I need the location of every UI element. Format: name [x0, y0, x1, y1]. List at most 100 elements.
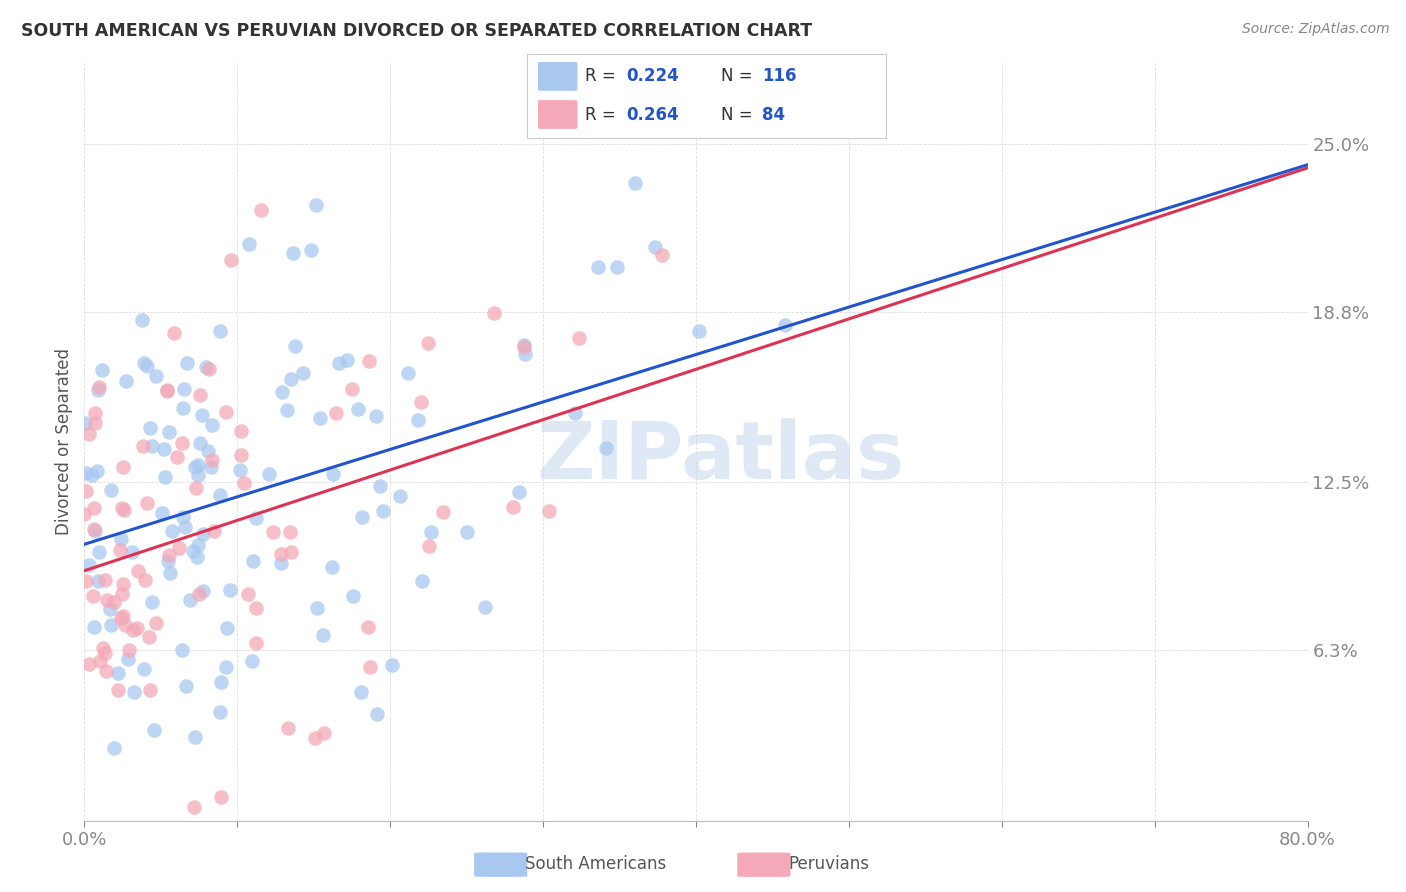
Point — [307, 601, 329, 615]
Point — [276, 403, 298, 417]
Point — [132, 662, 155, 676]
Point — [77, 657, 100, 671]
Point — [114, 618, 136, 632]
Point — [352, 510, 374, 524]
Point — [325, 406, 347, 420]
Point — [83, 620, 105, 634]
Point — [280, 371, 302, 385]
Point — [191, 583, 214, 598]
Point — [77, 558, 100, 572]
Point — [84, 416, 107, 430]
Point — [270, 547, 292, 561]
Point — [231, 448, 253, 462]
Point — [186, 549, 208, 564]
Point — [359, 660, 381, 674]
Point — [474, 599, 496, 614]
Point — [217, 621, 239, 635]
Point — [172, 643, 194, 657]
Point — [186, 481, 208, 495]
Point — [195, 359, 218, 374]
Text: 0.264: 0.264 — [626, 105, 679, 123]
Text: 116: 116 — [762, 68, 797, 86]
Point — [309, 411, 332, 425]
FancyBboxPatch shape — [737, 853, 790, 877]
Point — [411, 574, 433, 589]
Point — [214, 405, 236, 419]
Point — [150, 506, 173, 520]
Point — [145, 615, 167, 630]
Point — [359, 353, 381, 368]
Point — [190, 408, 212, 422]
Point — [75, 574, 97, 589]
Point — [342, 589, 364, 603]
Point — [209, 790, 232, 805]
Point — [153, 442, 176, 456]
Point — [117, 652, 139, 666]
Point — [108, 542, 131, 557]
Point — [568, 330, 591, 344]
Point — [238, 236, 260, 251]
Point — [281, 246, 304, 260]
Text: Peruvians: Peruvians — [787, 855, 869, 873]
Point — [347, 402, 370, 417]
Point — [173, 382, 195, 396]
Point — [141, 595, 163, 609]
Point — [110, 532, 132, 546]
Point — [83, 524, 105, 539]
Text: N =: N = — [721, 105, 758, 123]
Point — [132, 439, 155, 453]
Point — [111, 500, 134, 515]
Point — [122, 684, 145, 698]
Point — [312, 628, 335, 642]
Point — [77, 426, 100, 441]
Point — [502, 500, 524, 515]
Point — [118, 643, 141, 657]
Point — [202, 524, 225, 538]
Point — [87, 545, 110, 559]
Point — [245, 511, 267, 525]
Point — [96, 592, 118, 607]
Text: Source: ZipAtlas.com: Source: ZipAtlas.com — [1241, 22, 1389, 37]
Point — [312, 725, 335, 739]
Point — [209, 705, 232, 719]
Point — [131, 312, 153, 326]
Point — [198, 362, 221, 376]
Point — [193, 527, 215, 541]
Point — [115, 374, 138, 388]
Point — [110, 611, 132, 625]
Point — [368, 479, 391, 493]
Point — [537, 504, 560, 518]
Point — [595, 441, 617, 455]
Point — [183, 800, 205, 814]
Point — [456, 524, 478, 539]
Point — [381, 657, 404, 672]
Point — [159, 566, 181, 580]
Point — [512, 340, 534, 354]
Point — [156, 384, 179, 398]
Point — [221, 252, 243, 267]
Point — [242, 554, 264, 568]
FancyBboxPatch shape — [474, 853, 527, 877]
Point — [366, 707, 388, 722]
Point — [623, 176, 645, 190]
Point — [111, 587, 134, 601]
Point — [278, 524, 301, 539]
Point — [134, 573, 156, 587]
Text: R =: R = — [585, 105, 620, 123]
Point — [166, 450, 188, 465]
Point — [249, 203, 271, 218]
Point — [432, 505, 454, 519]
Text: R =: R = — [585, 68, 620, 86]
Point — [513, 338, 536, 352]
Point — [75, 466, 97, 480]
Point — [100, 618, 122, 632]
Point — [86, 383, 108, 397]
Point — [229, 425, 252, 439]
Point — [586, 260, 609, 274]
Point — [188, 388, 211, 402]
Point — [135, 496, 157, 510]
Point — [200, 459, 222, 474]
Point — [187, 458, 209, 472]
Point — [183, 543, 205, 558]
Point — [277, 722, 299, 736]
